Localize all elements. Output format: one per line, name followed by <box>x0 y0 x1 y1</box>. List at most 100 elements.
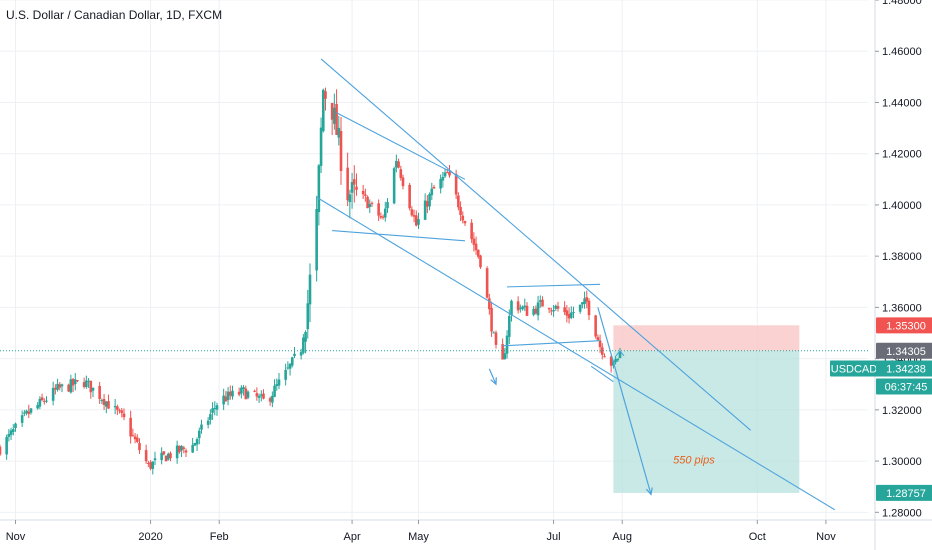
candle-down <box>567 314 571 319</box>
price-tick-label: 1.40000 <box>882 200 922 212</box>
candle-up <box>104 401 108 407</box>
candle-down <box>330 102 334 120</box>
trend-line <box>336 112 466 180</box>
candle-down <box>381 216 385 218</box>
candle-down <box>131 435 135 437</box>
candle-down <box>547 308 551 310</box>
candle-up <box>85 380 88 388</box>
candle-down <box>0 446 2 455</box>
candle-up <box>581 302 584 305</box>
candle-up <box>9 430 13 435</box>
arrow-head <box>490 377 497 386</box>
candle-down <box>27 411 31 415</box>
time-tick-label: Jul <box>547 531 561 543</box>
candle-down <box>609 356 613 366</box>
candle-up <box>51 387 55 401</box>
countdown-tag: 06:37:45 <box>876 378 932 395</box>
candle-down <box>335 103 338 135</box>
candle-up <box>20 415 24 423</box>
candle-down <box>432 187 436 189</box>
trend-line <box>502 340 601 347</box>
candle-up <box>348 194 352 203</box>
candle-down <box>457 195 460 208</box>
candle-up <box>246 391 250 398</box>
price-tick-label: 1.44000 <box>882 97 922 109</box>
candle-down <box>169 453 172 458</box>
candle-down <box>596 337 600 341</box>
arrow-head <box>645 487 653 496</box>
time-tick-label: Feb <box>210 531 229 543</box>
price-tick-label: 1.38000 <box>882 251 922 263</box>
candle-down <box>76 380 79 382</box>
candle-down <box>541 299 544 307</box>
candle-up <box>25 410 28 414</box>
candle-up <box>299 352 303 356</box>
candle-up <box>284 369 287 380</box>
candle-down <box>98 385 101 400</box>
candle-up <box>492 332 496 334</box>
candle-up <box>308 274 312 305</box>
candle-down <box>476 249 480 257</box>
candle-up <box>195 439 199 445</box>
candle-down <box>587 300 591 316</box>
candle-up <box>7 433 11 437</box>
candle-down <box>228 391 232 396</box>
candle-up <box>583 298 586 304</box>
candle-down <box>525 305 529 316</box>
candle-up <box>321 89 325 132</box>
price-tick-label: 1.32000 <box>882 405 922 417</box>
candle-down <box>594 315 597 337</box>
candle-up <box>277 379 281 386</box>
candle-up <box>510 300 513 316</box>
candle-up <box>211 408 214 413</box>
candle-up <box>160 452 163 461</box>
candle-down <box>144 450 148 462</box>
stop-price-tag: 1.35300 <box>876 317 932 334</box>
candle-down <box>118 410 121 412</box>
price-tick-label: 1.42000 <box>882 149 922 161</box>
candle-down <box>361 190 365 195</box>
target-price-tag-text: 1.28757 <box>886 488 926 500</box>
candle-up <box>38 398 42 407</box>
candle-up <box>191 445 194 453</box>
candle-up <box>226 391 230 401</box>
candle-down <box>255 393 259 397</box>
candle-up <box>423 200 427 220</box>
candle-down <box>133 436 137 440</box>
time-tick-label: 2020 <box>138 531 162 543</box>
candle-down <box>54 387 57 390</box>
candle-down <box>472 238 476 245</box>
candle-up <box>505 335 509 354</box>
candle-up <box>29 408 33 413</box>
candle-down <box>40 397 44 401</box>
trend-line <box>590 365 614 383</box>
candle-up <box>56 383 59 390</box>
candle-down <box>379 216 383 218</box>
candle-down <box>237 391 241 395</box>
candle-up <box>87 380 90 382</box>
candle-down <box>485 268 489 298</box>
candle-up <box>439 178 442 189</box>
candle-down <box>135 437 139 442</box>
candle-down <box>470 222 473 240</box>
candle-up <box>153 458 157 461</box>
candle-down <box>426 201 429 207</box>
candle-up <box>532 309 535 315</box>
candle-up <box>166 453 170 460</box>
candle-down <box>459 207 462 215</box>
projection-arrow <box>597 307 652 495</box>
candle-up <box>206 420 210 425</box>
candle-down <box>408 184 411 209</box>
candle-down <box>355 186 358 190</box>
candle-up <box>271 395 274 403</box>
candle-up <box>290 357 294 366</box>
candle-up <box>288 363 292 369</box>
candle-down <box>410 209 414 216</box>
candle-down <box>116 406 119 410</box>
projection-arrow <box>488 368 497 385</box>
candle-up <box>257 395 261 398</box>
candle-down <box>488 298 491 310</box>
arrow-head <box>615 350 625 357</box>
